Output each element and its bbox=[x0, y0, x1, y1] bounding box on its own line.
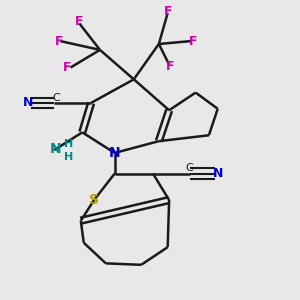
Text: H: H bbox=[64, 139, 73, 149]
Text: N: N bbox=[50, 142, 61, 155]
Text: C: C bbox=[186, 163, 194, 173]
Text: N: N bbox=[22, 96, 33, 110]
Text: N: N bbox=[109, 146, 121, 160]
Text: F: F bbox=[188, 34, 197, 48]
Text: S: S bbox=[89, 193, 99, 207]
Text: N: N bbox=[212, 167, 223, 180]
Text: F: F bbox=[55, 34, 63, 48]
Text: F: F bbox=[167, 60, 175, 73]
Text: C: C bbox=[52, 93, 60, 103]
Text: F: F bbox=[75, 15, 84, 28]
Text: F: F bbox=[63, 61, 72, 74]
Text: F: F bbox=[164, 5, 172, 18]
Text: H: H bbox=[64, 152, 73, 162]
